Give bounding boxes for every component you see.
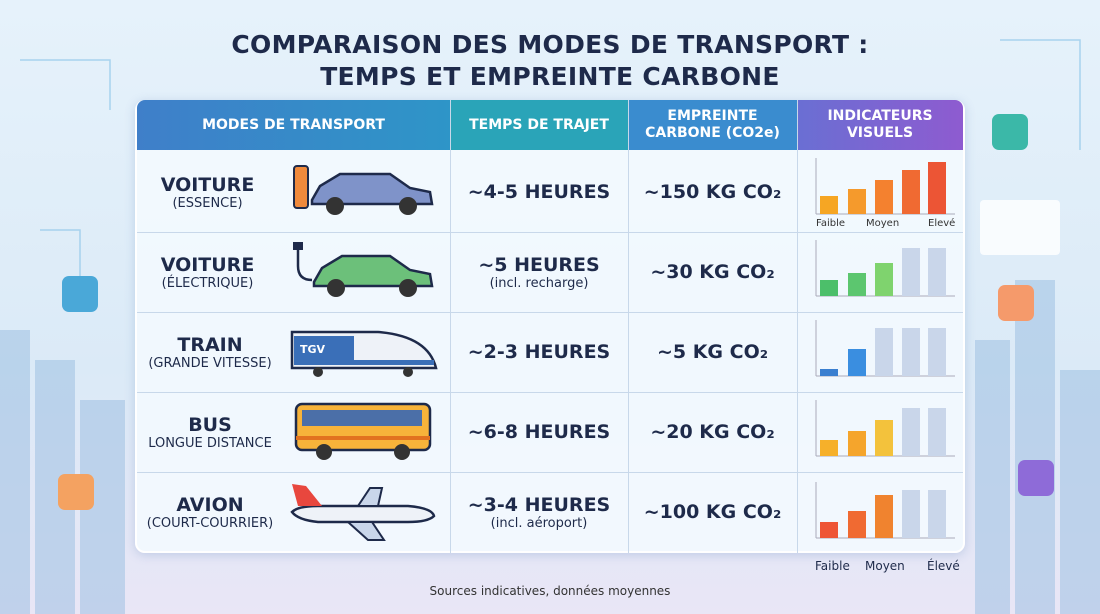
mode-detail: (COURT-COURRIER) [146,515,274,531]
mode-name: TRAIN [177,333,243,356]
time-note: (incl. recharge) [489,275,589,291]
scale-label: Élevé [927,559,960,573]
mode-cell: VOITURE (ESSENCE) [140,152,275,232]
indicator-bars [815,320,955,377]
carbon: ~20 KG CO₂ [650,421,775,443]
carbon: ~150 KG CO₂ [643,181,782,203]
time: ~5 HEURES [478,253,600,276]
gauge-icon [992,114,1028,150]
footer-note: Sources indicatives, données moyennes [429,584,671,598]
column-header: INDICATEURS VISUELS [797,100,963,150]
mode-name: VOITURE [160,173,255,196]
carbon: ~100 KG CO₂ [643,501,782,523]
row-divider [137,312,963,313]
carbon-cell: ~30 KG CO₂ [628,232,797,312]
train-icon: TGV [290,330,438,377]
time: ~3-4 HEURES [467,493,611,516]
indicator-bars [815,240,955,297]
time-cell: ~2-3 HEURES [450,312,628,392]
scale-label: Elevé [928,218,956,229]
mode-name: VOITURE [160,253,255,276]
carbon-cell: ~5 KG CO₂ [628,312,797,392]
mode-name: BUS [188,413,232,436]
car-icon [293,165,434,215]
column-divider [797,100,798,553]
bus-badge [58,474,94,510]
mode-detail: LONGUE DISTANCE [148,435,272,451]
mode-cell: AVION (COURT-COURRIER) [140,472,280,552]
dashboard-card [980,200,1060,255]
column-header: EMPREINTE CARBONE (CO2e) [628,100,797,150]
mode-cell: BUS LONGUE DISTANCE [140,392,280,472]
indicator-bars [815,158,955,215]
title-line: TEMPS ET EMPREINTE CARBONE [320,62,780,91]
indicator-bars [815,482,955,539]
time-cell: ~5 HEURES (incl. recharge) [450,232,628,312]
bus-icon [294,402,432,460]
column-divider [450,100,451,553]
mode-cell: TRAIN (GRANDE VITESSE) [140,312,280,392]
column-header: TEMPS DE TRAJET [450,100,628,150]
time-cell: ~4-5 HEURES [450,152,628,232]
scale-label: Moyen [866,218,900,229]
carbon-cell: ~150 KG CO₂ [628,152,797,232]
time-cell: ~6-8 HEURES [450,392,628,472]
mode-detail: (ESSENCE) [172,195,243,211]
mode-cell: VOITURE (ÉLECTRIQUE) [140,232,275,312]
scale-label: Faible [815,559,850,573]
mode-detail: (ÉLECTRIQUE) [161,275,254,291]
settings-icon [998,285,1034,321]
carbon-cell: ~100 KG CO₂ [628,472,797,552]
time-note: (incl. aéroport) [490,515,588,531]
puzzle-icon [1018,460,1054,496]
time: ~6-8 HEURES [467,421,611,443]
scale-label: Moyen [865,559,905,573]
carbon-cell: ~20 KG CO₂ [628,392,797,472]
plane-icon [290,484,436,541]
row-divider [137,392,963,393]
time: ~4-5 HEURES [467,181,611,203]
carbon: ~5 KG CO₂ [656,341,769,363]
row-divider [137,472,963,473]
title-line: COMPARAISON DES MODES DE TRANSPORT : [231,30,869,59]
time-cell: ~3-4 HEURES (incl. aéroport) [450,472,628,552]
time: ~2-3 HEURES [467,341,611,363]
column-divider [628,100,629,553]
scale-label: Faible [816,218,846,229]
carbon: ~30 KG CO₂ [650,261,775,283]
table-panel [135,100,965,553]
mode-detail: (GRANDE VITESSE) [148,355,272,371]
gear-icon [62,276,98,312]
column-header: MODES DE TRANSPORT [137,100,450,150]
train-label: TGV [300,343,326,356]
mode-name: AVION [176,493,244,516]
row-divider [137,232,963,233]
indicator-bars [815,400,955,457]
electric-car-icon [293,242,434,297]
